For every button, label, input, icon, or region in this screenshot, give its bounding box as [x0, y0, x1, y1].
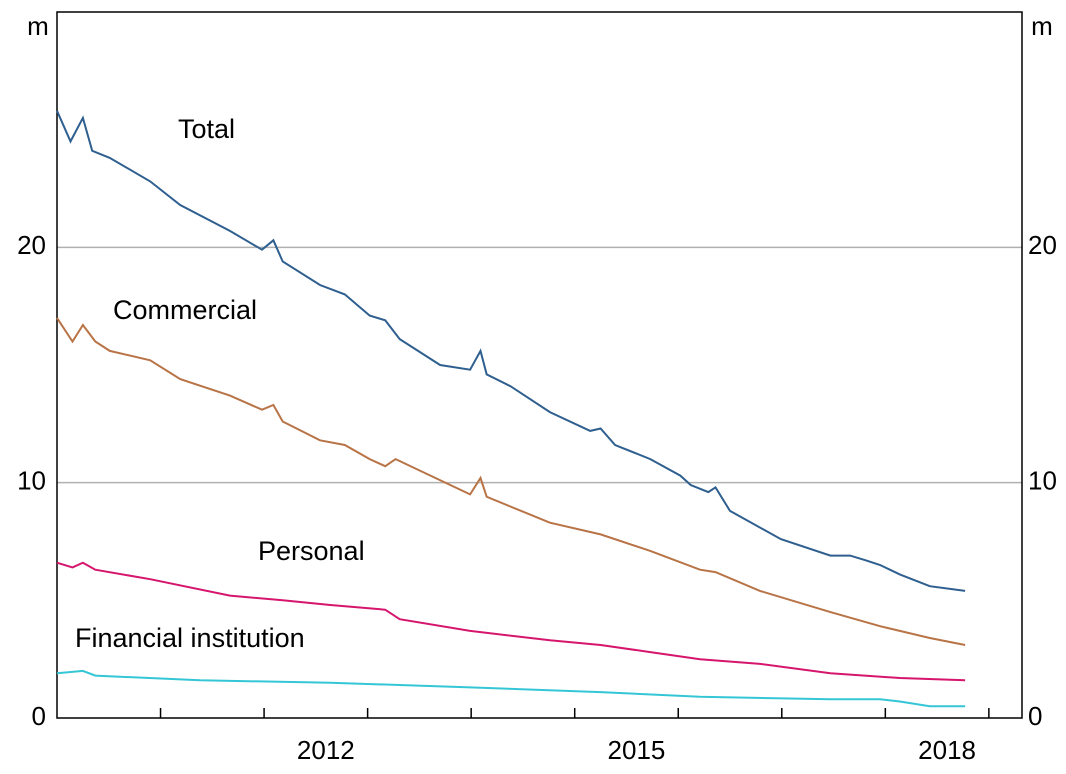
y-tick-label-right: 0	[1028, 701, 1042, 731]
x-tick-label: 2015	[608, 735, 666, 765]
x-tick-label: 2012	[297, 735, 355, 765]
y-unit-label-left: m	[27, 11, 49, 41]
series-line	[56, 317, 966, 646]
series-line	[56, 669, 966, 708]
series-label: Commercial	[113, 295, 257, 325]
series-line	[56, 110, 966, 592]
y-tick-label-left: 20	[17, 230, 46, 260]
series-label: Financial institution	[75, 623, 305, 653]
series-line	[56, 561, 966, 682]
y-tick-label-right: 10	[1028, 466, 1057, 496]
series-label: Total	[178, 114, 235, 144]
y-tick-label-right: 20	[1028, 230, 1057, 260]
y-unit-label-right: m	[1031, 11, 1053, 41]
y-tick-label-left: 10	[17, 466, 46, 496]
x-tick-label: 2018	[918, 735, 976, 765]
series-label: Personal	[258, 536, 365, 566]
plot-frame	[56, 11, 1023, 719]
y-tick-label-left: 0	[32, 701, 46, 731]
